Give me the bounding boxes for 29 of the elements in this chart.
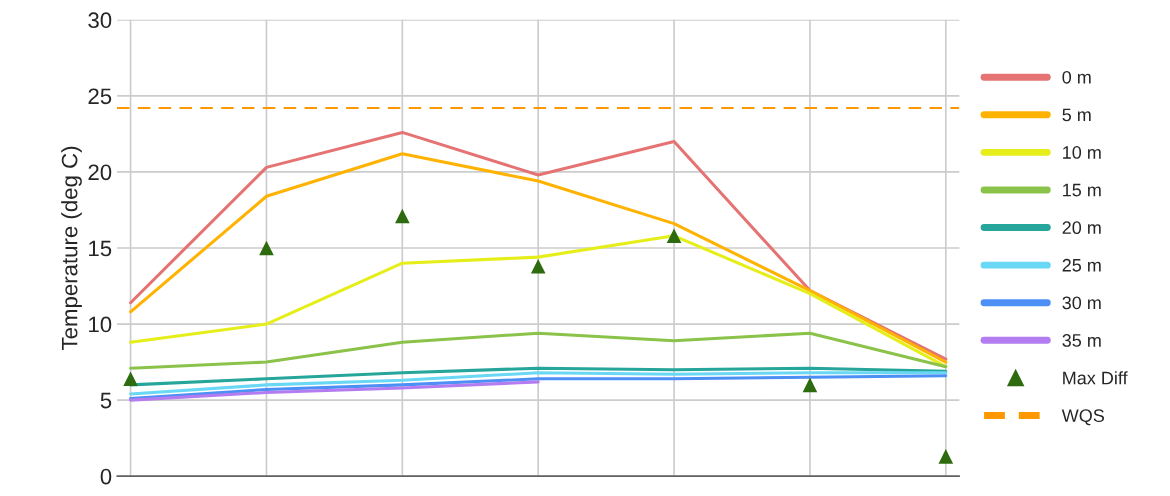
point <box>938 449 954 464</box>
line-series <box>129 380 540 402</box>
line-series <box>129 374 948 401</box>
legend-label: 15 m <box>1063 183 1101 197</box>
point <box>123 371 138 387</box>
point <box>530 258 546 274</box>
y-tick-label: 25 <box>88 88 112 105</box>
y-tick-label: 5 <box>100 392 112 409</box>
y-tick-label: 20 <box>88 164 112 181</box>
legend-label: 20 m <box>1062 221 1101 235</box>
y-tick-label: 10 <box>89 316 112 333</box>
legend-label: 30 m <box>1062 296 1101 310</box>
legend-label: 10 m <box>1063 146 1101 159</box>
point <box>666 228 682 244</box>
point <box>802 377 818 393</box>
y-tick-label: 15 <box>89 240 112 257</box>
line-series <box>129 331 948 370</box>
legend-label: WQS <box>1061 409 1105 426</box>
y-tick-label: 0 <box>100 468 112 485</box>
y-axis-title: Temperature (deg C) <box>61 146 82 350</box>
y-tick-label: 30 <box>88 12 112 29</box>
point <box>395 208 410 224</box>
point <box>259 240 274 256</box>
legend-label: 35 m <box>1062 334 1101 347</box>
legend-label: 5 m <box>1062 108 1091 122</box>
legend-label: 25 m <box>1062 258 1101 272</box>
legend-label: Max Diff <box>1063 371 1128 385</box>
line-series <box>129 371 948 396</box>
legend-label: 0 m <box>1062 70 1091 84</box>
